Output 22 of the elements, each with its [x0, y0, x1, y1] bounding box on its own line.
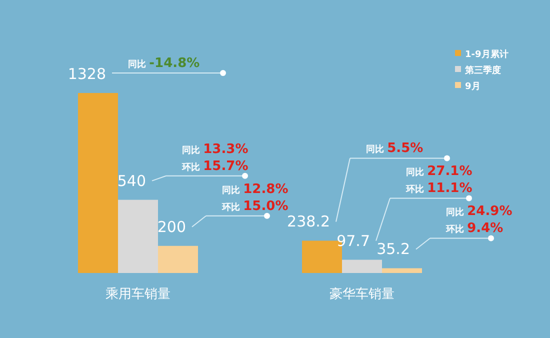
text: 同比 -14.8%	[128, 56, 200, 71]
data-label: 97.7	[336, 232, 370, 250]
annotation: 同比 12.8% 环比 15.0%	[221, 182, 288, 214]
bar	[382, 268, 422, 273]
x-tick-label: 豪华车销量	[330, 287, 394, 302]
bar	[158, 246, 198, 273]
data-label: 35.2	[376, 240, 410, 258]
legend-label: 9月	[465, 81, 480, 92]
data-label: 1328	[68, 65, 106, 83]
data-label: 238.2	[287, 212, 330, 231]
legend-label: 第三季度	[464, 65, 501, 76]
bar	[78, 93, 118, 273]
annotation: 同比 13.3% 环比 15.7%	[181, 142, 248, 174]
data-label: 200	[157, 218, 186, 236]
x-tick-label: 乘用车销量	[106, 287, 170, 302]
annotation: 同比 27.1% 环比 11.1%	[405, 164, 472, 196]
bar	[342, 260, 382, 273]
legend-label: 1-9月累计	[465, 49, 508, 60]
annotation: 同比 5.5%	[366, 141, 424, 156]
data-label: 540	[117, 172, 146, 190]
bar	[118, 200, 158, 273]
annotation: 同比 24.9% 环比 9.4%	[445, 204, 512, 236]
